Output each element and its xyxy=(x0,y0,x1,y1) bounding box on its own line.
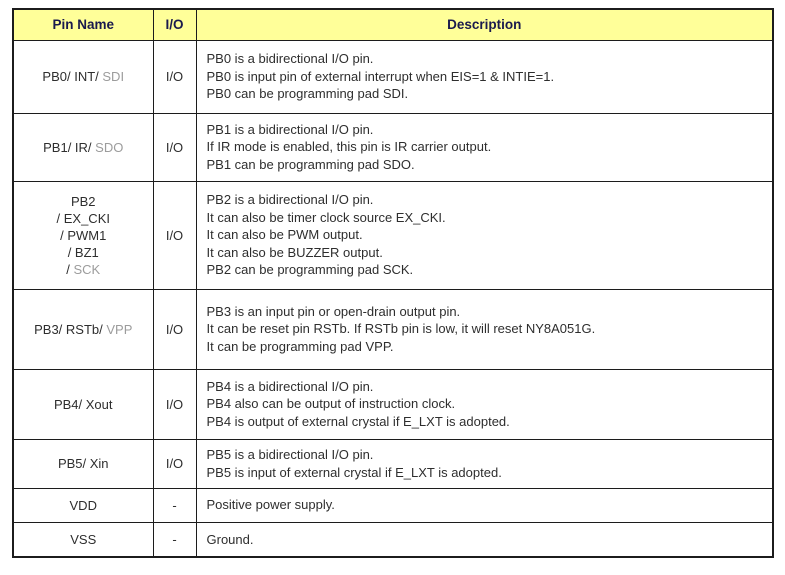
description-line: It can also be timer clock source EX_CKI… xyxy=(206,209,446,225)
pin-name-cell: VSS xyxy=(12,521,154,558)
table-row: PB2/ EX_CKI / PWM1/ BZ1/ SCK I/O PB2 is a b… xyxy=(12,180,774,290)
column-header-pin-name: Pin Name xyxy=(12,8,154,41)
pin-name-cell: PB4/ Xout xyxy=(12,368,154,440)
pin-name-line: VDD xyxy=(14,497,153,514)
pin-name-text: / EX_CKI xyxy=(56,210,110,226)
io-cell: I/O xyxy=(152,438,197,489)
description-line: PB4 is output of external crystal if E_L… xyxy=(206,413,510,429)
description-line: It can be programming pad VPP. xyxy=(206,338,394,354)
pin-name-text: VSS xyxy=(70,531,97,547)
pin-name-text: PB3/ RSTb/ xyxy=(34,321,107,337)
description-line: PB5 is a bidirectional I/O pin. xyxy=(206,447,374,462)
io-cell: I/O xyxy=(152,112,197,182)
pin-name-text: PB0/ INT/ xyxy=(42,69,103,84)
table-row: PB5/ Xin I/O PB5 is a bidirectional I/O pi… xyxy=(12,438,774,489)
pin-name-text: / xyxy=(66,261,74,277)
pin-name-text: PB5/ Xin xyxy=(57,456,109,471)
pin-name-text: PB2 xyxy=(70,193,96,209)
description-cell: PB2 is a bidirectional I/O pin. It can al… xyxy=(195,180,774,290)
table-header: Pin Name I/O Description xyxy=(12,8,774,41)
description-line: Positive power supply. xyxy=(206,497,335,513)
description-cell: PB3 is an input pin or open-drain output… xyxy=(195,288,774,370)
pin-name-line: / BZ1 xyxy=(14,244,153,261)
io-cell: - xyxy=(152,487,197,523)
pin-name-line: PB5/ Xin xyxy=(14,455,153,472)
pin-name-line: / PWM1 xyxy=(14,227,153,244)
io-cell: I/O xyxy=(152,180,197,290)
pin-pad-name: SDO xyxy=(95,139,124,155)
pin-name-text: PB4/ Xout xyxy=(53,396,113,412)
description-line: PB0 can be programming pad SDI. xyxy=(206,86,409,102)
pin-pad-name: VPP xyxy=(106,321,133,337)
pin-name-cell: VDD xyxy=(12,487,154,523)
description-line: PB3 is an input pin or open-drain output… xyxy=(206,303,461,319)
description-line: PB2 can be programming pad SCK. xyxy=(206,262,414,278)
pin-name-cell: PB5/ Xin xyxy=(12,438,154,489)
pin-name-line: / SCK xyxy=(14,261,153,278)
description-line: Ground. xyxy=(206,531,254,547)
pin-name-line: PB1/ IR/ SDO xyxy=(14,139,153,156)
pin-name-line: PB3/ RSTb/ VPP xyxy=(14,321,153,338)
pin-name-cell: PB2/ EX_CKI / PWM1/ BZ1/ SCK xyxy=(12,180,154,290)
io-cell: I/O xyxy=(152,368,197,440)
pin-name-text: PB1/ IR/ xyxy=(43,139,96,155)
description-cell: Ground. xyxy=(195,521,774,558)
pin-name-cell: PB1/ IR/ SDO xyxy=(12,112,154,182)
pin-name-line: / EX_CKI xyxy=(14,210,153,227)
description-line: PB4 also can be output of instruction cl… xyxy=(206,396,456,412)
description-cell: Positive power supply. xyxy=(195,487,774,523)
table-body: PB0/ INT/ SDI I/O PB0 is a bidirectional I… xyxy=(12,39,774,558)
table-row: PB0/ INT/ SDI I/O PB0 is a bidirectional I… xyxy=(12,39,774,114)
table-row: VDD - Positive power supply. xyxy=(12,487,774,523)
pin-name-text: / PWM1 xyxy=(60,227,107,243)
description-line: It can also be BUZZER output. xyxy=(206,244,383,260)
description-cell: PB4 is a bidirectional I/O pin. PB4 also … xyxy=(195,368,774,440)
header-row: Pin Name I/O Description xyxy=(12,8,774,41)
description-line: PB1 can be programming pad SDO. xyxy=(206,156,415,172)
table-row: VSS - Ground. xyxy=(12,521,774,558)
description-line: PB4 is a bidirectional I/O pin. xyxy=(206,378,374,394)
description-line: PB2 is a bidirectional I/O pin. xyxy=(206,192,374,208)
description-line: If IR mode is enabled, this pin is IR ca… xyxy=(206,139,492,155)
pin-pad-name: SDI xyxy=(102,69,125,84)
description-line: PB5 is input of external crystal if E_LX… xyxy=(206,464,502,480)
description-line: It can also be PWM output. xyxy=(206,227,363,243)
io-cell: I/O xyxy=(152,288,197,370)
description-cell: PB1 is a bidirectional I/O pin. If IR mod… xyxy=(195,112,774,182)
table-row: PB1/ IR/ SDO I/O PB1 is a bidirectional I/… xyxy=(12,112,774,182)
description-line: PB0 is input pin of external interrupt w… xyxy=(206,68,555,84)
description-line: PB1 is a bidirectional I/O pin. xyxy=(206,121,374,137)
column-header-io: I/O xyxy=(152,8,197,41)
pin-name-text: VDD xyxy=(69,497,97,513)
io-cell: I/O xyxy=(152,39,197,114)
description-line: It can be reset pin RSTb. If RSTb pin is… xyxy=(206,321,596,337)
column-header-description: Description xyxy=(195,8,774,41)
pin-name-line: PB2 xyxy=(14,193,153,210)
description-cell: PB0 is a bidirectional I/O pin. PB0 is in… xyxy=(195,39,774,114)
pin-name-cell: PB0/ INT/ SDI xyxy=(12,39,154,114)
pin-name-line: PB4/ Xout xyxy=(14,396,153,413)
pin-pad-name: SCK xyxy=(73,261,101,277)
pin-description-table: Pin Name I/O Description PB0/ INT/ SDI I/O P… xyxy=(12,8,774,558)
pin-name-text: / BZ1 xyxy=(67,244,99,260)
pin-name-line: PB0/ INT/ SDI xyxy=(14,68,153,85)
io-cell: - xyxy=(152,521,197,558)
table-row: PB3/ RSTb/ VPP I/O PB3 is an input pin or … xyxy=(12,288,774,370)
description-line: PB0 is a bidirectional I/O pin. xyxy=(206,51,374,67)
table-row: PB4/ Xout I/O PB4 is a bidirectional I/O p… xyxy=(12,368,774,440)
pin-name-cell: PB3/ RSTb/ VPP xyxy=(12,288,154,370)
pin-name-line: VSS xyxy=(14,531,153,548)
description-cell: PB5 is a bidirectional I/O pin. PB5 is in… xyxy=(195,438,774,489)
